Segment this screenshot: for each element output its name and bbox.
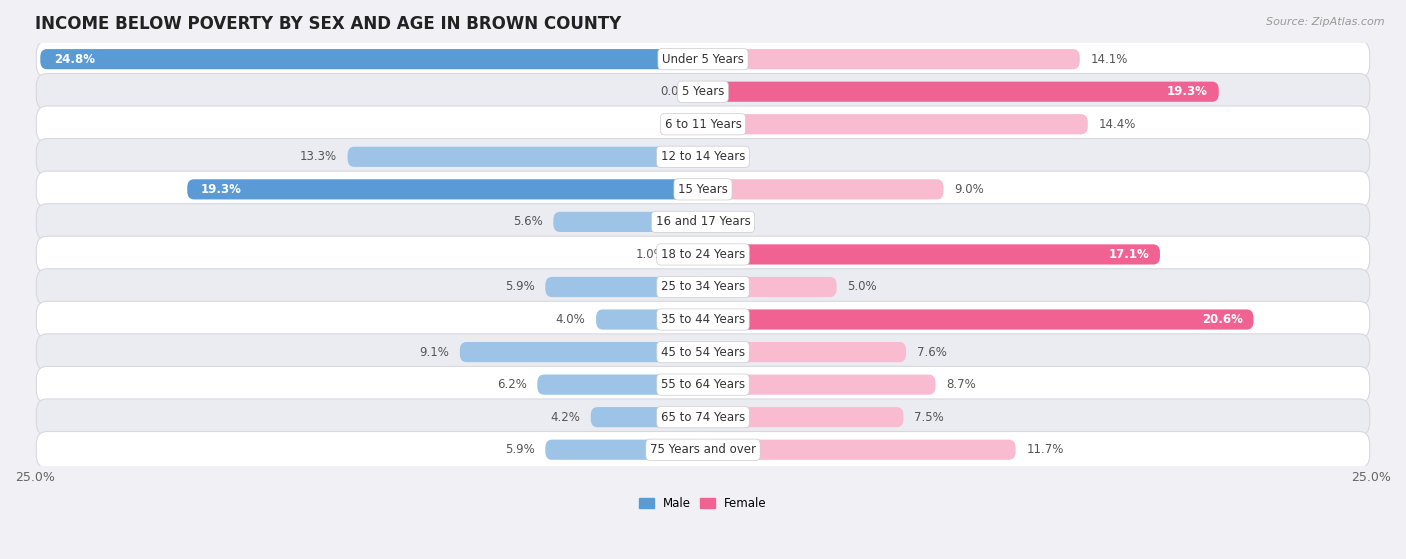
FancyBboxPatch shape <box>37 301 1369 338</box>
Text: 17.1%: 17.1% <box>1108 248 1149 261</box>
Text: 16 and 17 Years: 16 and 17 Years <box>655 215 751 229</box>
Text: 55 to 64 Years: 55 to 64 Years <box>661 378 745 391</box>
Text: 6.2%: 6.2% <box>496 378 527 391</box>
Text: 14.1%: 14.1% <box>1091 53 1128 65</box>
Text: 0.0%: 0.0% <box>659 85 689 98</box>
FancyBboxPatch shape <box>537 375 703 395</box>
Text: 8.7%: 8.7% <box>946 378 976 391</box>
Text: 75 Years and over: 75 Years and over <box>650 443 756 456</box>
Text: 5.6%: 5.6% <box>513 215 543 229</box>
Text: 1.0%: 1.0% <box>636 248 665 261</box>
FancyBboxPatch shape <box>41 49 703 69</box>
FancyBboxPatch shape <box>554 212 703 232</box>
Text: 20.6%: 20.6% <box>1202 313 1243 326</box>
FancyBboxPatch shape <box>546 439 703 460</box>
Text: Source: ZipAtlas.com: Source: ZipAtlas.com <box>1267 17 1385 27</box>
FancyBboxPatch shape <box>37 171 1369 207</box>
FancyBboxPatch shape <box>676 244 703 264</box>
FancyBboxPatch shape <box>596 310 703 330</box>
FancyBboxPatch shape <box>37 236 1369 273</box>
FancyBboxPatch shape <box>703 342 905 362</box>
Text: 4.2%: 4.2% <box>550 411 581 424</box>
Text: 65 to 74 Years: 65 to 74 Years <box>661 411 745 424</box>
Text: 45 to 54 Years: 45 to 54 Years <box>661 345 745 358</box>
Text: 4.0%: 4.0% <box>555 313 585 326</box>
Legend: Male, Female: Male, Female <box>634 492 772 515</box>
FancyBboxPatch shape <box>37 399 1369 435</box>
Text: INCOME BELOW POVERTY BY SEX AND AGE IN BROWN COUNTY: INCOME BELOW POVERTY BY SEX AND AGE IN B… <box>35 15 621 33</box>
FancyBboxPatch shape <box>37 269 1369 305</box>
FancyBboxPatch shape <box>703 114 1088 134</box>
Text: 5.9%: 5.9% <box>505 281 534 293</box>
FancyBboxPatch shape <box>37 432 1369 468</box>
FancyBboxPatch shape <box>703 244 1160 264</box>
FancyBboxPatch shape <box>37 106 1369 143</box>
Text: 6 to 11 Years: 6 to 11 Years <box>665 118 741 131</box>
FancyBboxPatch shape <box>37 41 1369 77</box>
Text: 7.5%: 7.5% <box>914 411 943 424</box>
FancyBboxPatch shape <box>703 277 837 297</box>
Text: 0.0%: 0.0% <box>717 150 747 163</box>
FancyBboxPatch shape <box>546 277 703 297</box>
FancyBboxPatch shape <box>703 375 935 395</box>
Text: 9.0%: 9.0% <box>955 183 984 196</box>
Text: 11.7%: 11.7% <box>1026 443 1064 456</box>
FancyBboxPatch shape <box>703 82 1219 102</box>
Text: 12 to 14 Years: 12 to 14 Years <box>661 150 745 163</box>
FancyBboxPatch shape <box>591 407 703 427</box>
Text: 9.1%: 9.1% <box>419 345 449 358</box>
Text: 5.9%: 5.9% <box>505 443 534 456</box>
Text: 14.4%: 14.4% <box>1098 118 1136 131</box>
Text: 5.0%: 5.0% <box>848 281 877 293</box>
FancyBboxPatch shape <box>703 310 1254 330</box>
FancyBboxPatch shape <box>703 49 1080 69</box>
FancyBboxPatch shape <box>37 73 1369 110</box>
FancyBboxPatch shape <box>37 366 1369 403</box>
FancyBboxPatch shape <box>187 179 703 200</box>
Text: 15 Years: 15 Years <box>678 183 728 196</box>
Text: Under 5 Years: Under 5 Years <box>662 53 744 65</box>
Text: 18 to 24 Years: 18 to 24 Years <box>661 248 745 261</box>
Text: 19.3%: 19.3% <box>1167 85 1208 98</box>
FancyBboxPatch shape <box>37 203 1369 240</box>
Text: 5 Years: 5 Years <box>682 85 724 98</box>
FancyBboxPatch shape <box>347 146 703 167</box>
Text: 13.3%: 13.3% <box>299 150 337 163</box>
FancyBboxPatch shape <box>703 407 904 427</box>
FancyBboxPatch shape <box>460 342 703 362</box>
FancyBboxPatch shape <box>703 179 943 200</box>
FancyBboxPatch shape <box>37 334 1369 370</box>
Text: 24.8%: 24.8% <box>53 53 94 65</box>
Text: 7.6%: 7.6% <box>917 345 946 358</box>
Text: 35 to 44 Years: 35 to 44 Years <box>661 313 745 326</box>
FancyBboxPatch shape <box>37 139 1369 175</box>
Text: 0.0%: 0.0% <box>717 215 747 229</box>
Text: 25 to 34 Years: 25 to 34 Years <box>661 281 745 293</box>
Text: 0.0%: 0.0% <box>659 118 689 131</box>
FancyBboxPatch shape <box>703 439 1015 460</box>
Text: 19.3%: 19.3% <box>201 183 242 196</box>
